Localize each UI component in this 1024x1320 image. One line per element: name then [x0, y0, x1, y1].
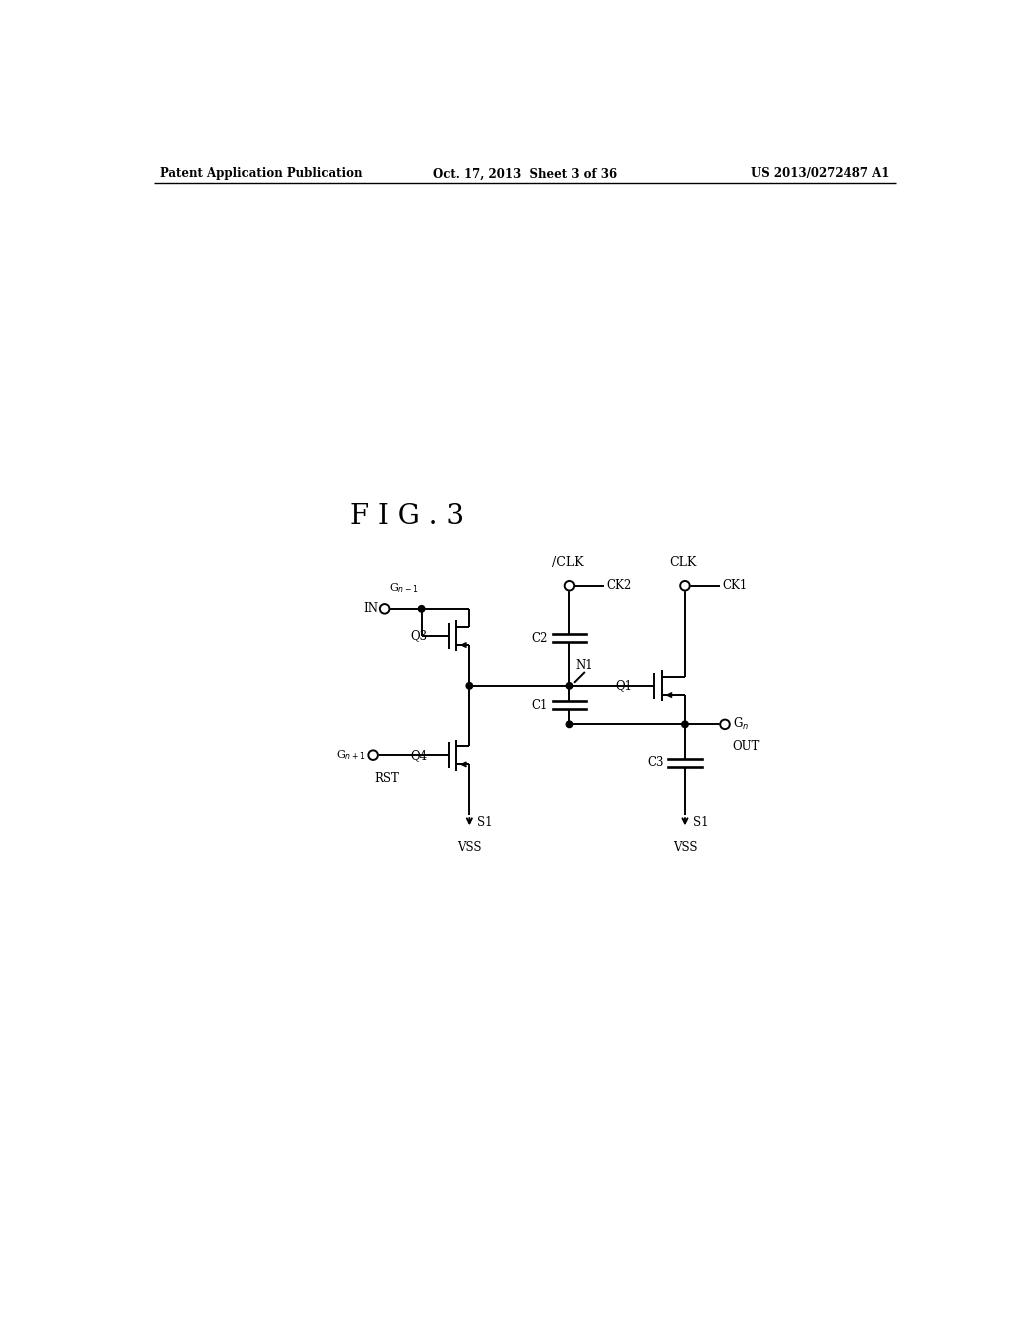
Text: /CLK: /CLK [552, 556, 584, 569]
Text: Q3: Q3 [410, 630, 427, 643]
Circle shape [419, 606, 425, 612]
Text: Q1: Q1 [615, 680, 633, 693]
Text: Oct. 17, 2013  Sheet 3 of 36: Oct. 17, 2013 Sheet 3 of 36 [433, 168, 616, 181]
Circle shape [680, 581, 690, 590]
Circle shape [564, 581, 574, 590]
Text: S1: S1 [477, 816, 493, 829]
Text: RST: RST [375, 772, 399, 785]
Circle shape [682, 721, 688, 727]
Text: Q4: Q4 [410, 748, 427, 762]
Text: VSS: VSS [673, 841, 697, 854]
Text: N1: N1 [575, 659, 593, 672]
Text: VSS: VSS [457, 841, 481, 854]
Circle shape [566, 721, 572, 727]
Text: CK1: CK1 [722, 579, 748, 593]
Text: C1: C1 [531, 698, 548, 711]
Text: C3: C3 [647, 756, 664, 770]
Circle shape [466, 682, 473, 689]
Text: OUT: OUT [733, 739, 760, 752]
Text: F I G . 3: F I G . 3 [350, 503, 464, 529]
Circle shape [369, 750, 378, 760]
Text: CLK: CLK [670, 556, 697, 569]
Circle shape [566, 682, 572, 689]
Text: G$_{n+1}$: G$_{n+1}$ [336, 748, 366, 762]
Text: S1: S1 [692, 816, 709, 829]
Text: G$_n$: G$_n$ [733, 717, 749, 733]
Text: C2: C2 [531, 632, 548, 644]
Text: G$_{n-1}$: G$_{n-1}$ [388, 581, 418, 595]
Circle shape [380, 605, 389, 614]
Circle shape [720, 719, 730, 729]
Text: US 2013/0272487 A1: US 2013/0272487 A1 [752, 168, 890, 181]
Text: IN: IN [364, 602, 379, 615]
Text: Patent Application Publication: Patent Application Publication [160, 168, 362, 181]
Text: CK2: CK2 [606, 579, 632, 593]
